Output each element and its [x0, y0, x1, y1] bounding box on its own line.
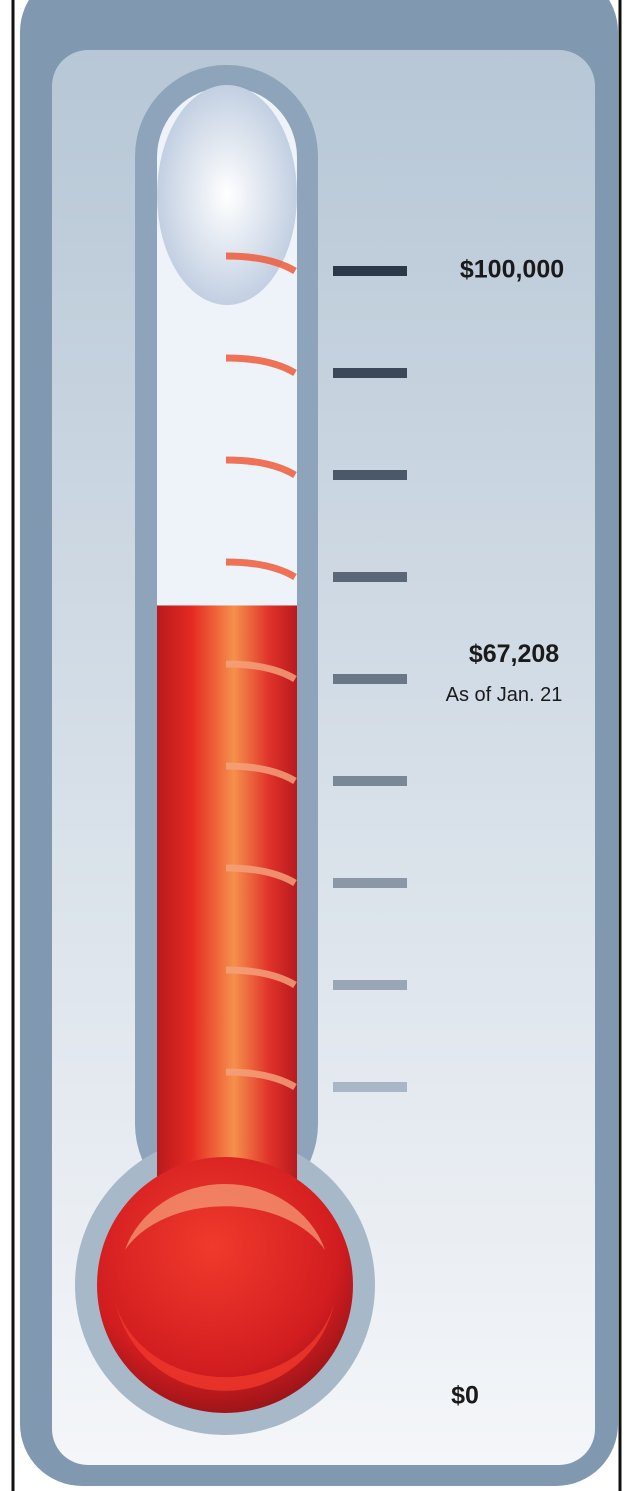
- y-tick-label: $0: [451, 1382, 479, 1410]
- tick-dash: [333, 776, 407, 786]
- tick-dash: [333, 470, 407, 480]
- bulb-highlight: [125, 1183, 325, 1250]
- tube-tick: [225, 660, 297, 683]
- tube-tick: [225, 1068, 297, 1091]
- tube-tick: [225, 456, 297, 479]
- y-tick-label: $100,000: [460, 256, 564, 284]
- tube-tick: [225, 966, 297, 989]
- glass-shine: [157, 85, 297, 305]
- bulb-reflection: [115, 1300, 335, 1391]
- tick-dash: [333, 572, 407, 582]
- marks: [157, 252, 297, 1190]
- value-label: $67,208: [469, 640, 559, 668]
- tick-dash: [333, 1082, 407, 1092]
- bulb: [97, 1157, 353, 1413]
- tick-dash: [333, 674, 407, 684]
- tube-tick: [225, 864, 297, 887]
- mercury: [157, 605, 297, 1190]
- annotation: As of Jan. 21: [446, 684, 563, 706]
- tube-tick: [225, 252, 297, 275]
- tick-dash: [333, 266, 407, 276]
- tube-tick: [225, 354, 297, 377]
- tick-dash: [333, 368, 407, 378]
- tube-tick: [225, 762, 297, 785]
- tick-dash: [333, 878, 407, 888]
- tick-dash: [333, 980, 407, 990]
- tube-tick: [225, 558, 297, 581]
